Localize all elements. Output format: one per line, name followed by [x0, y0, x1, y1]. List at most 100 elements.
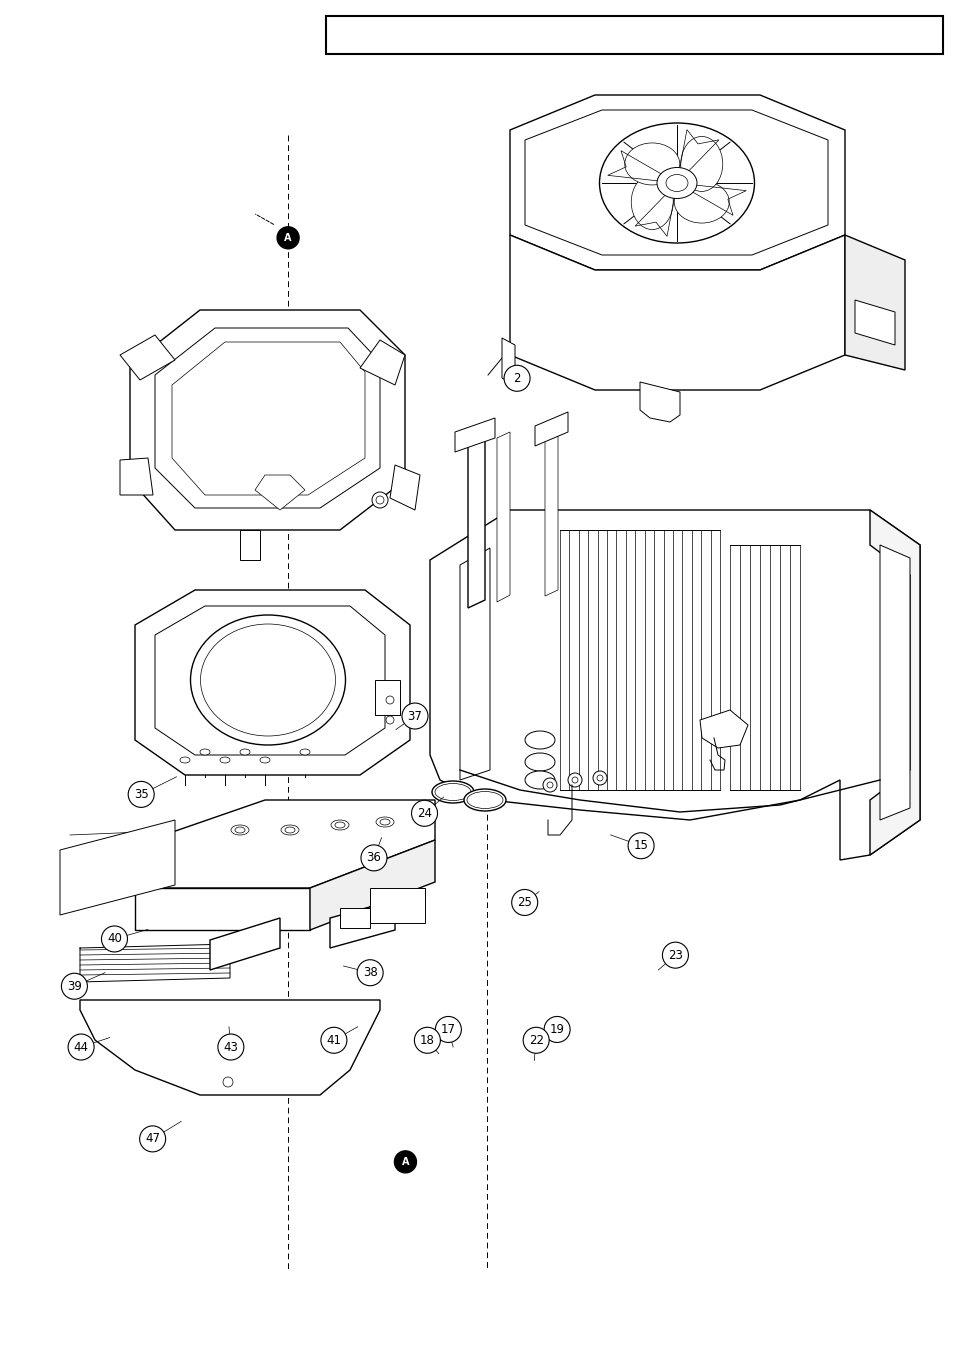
- Text: 41: 41: [326, 1034, 341, 1047]
- Polygon shape: [390, 465, 419, 509]
- Text: 18: 18: [419, 1034, 435, 1047]
- Circle shape: [411, 800, 437, 827]
- Text: 23: 23: [667, 948, 682, 962]
- Text: 25: 25: [517, 896, 532, 909]
- Polygon shape: [535, 412, 567, 446]
- Polygon shape: [210, 917, 280, 970]
- Polygon shape: [80, 1000, 379, 1096]
- Text: 35: 35: [133, 788, 149, 801]
- Circle shape: [128, 781, 154, 808]
- Text: A: A: [401, 1156, 409, 1167]
- Ellipse shape: [335, 821, 345, 828]
- Circle shape: [375, 496, 384, 504]
- Ellipse shape: [375, 817, 394, 827]
- Polygon shape: [135, 800, 435, 888]
- Circle shape: [661, 942, 688, 969]
- Bar: [375, 680, 399, 715]
- Ellipse shape: [260, 757, 270, 763]
- Ellipse shape: [631, 174, 673, 230]
- Text: 17: 17: [440, 1023, 456, 1036]
- Polygon shape: [135, 888, 310, 929]
- Circle shape: [522, 1027, 549, 1054]
- Ellipse shape: [200, 748, 210, 755]
- Polygon shape: [240, 530, 260, 561]
- Text: 37: 37: [407, 709, 422, 723]
- Circle shape: [217, 1034, 244, 1061]
- Polygon shape: [330, 900, 395, 948]
- Circle shape: [401, 703, 428, 730]
- Polygon shape: [844, 235, 904, 370]
- Ellipse shape: [467, 792, 502, 808]
- Ellipse shape: [285, 827, 294, 834]
- Polygon shape: [524, 109, 827, 255]
- Ellipse shape: [200, 624, 335, 736]
- Polygon shape: [135, 590, 410, 775]
- Circle shape: [543, 1016, 570, 1043]
- Polygon shape: [455, 417, 495, 453]
- Circle shape: [276, 227, 299, 249]
- Circle shape: [320, 1027, 347, 1054]
- Ellipse shape: [674, 181, 728, 223]
- Polygon shape: [468, 432, 484, 608]
- Polygon shape: [510, 95, 844, 270]
- Polygon shape: [154, 328, 379, 508]
- Circle shape: [435, 1016, 461, 1043]
- Text: 43: 43: [223, 1040, 238, 1054]
- Polygon shape: [120, 335, 174, 380]
- Polygon shape: [359, 340, 405, 385]
- Circle shape: [593, 771, 606, 785]
- Circle shape: [386, 716, 394, 724]
- Ellipse shape: [463, 789, 505, 811]
- Ellipse shape: [180, 757, 190, 763]
- Ellipse shape: [524, 771, 555, 789]
- Polygon shape: [510, 235, 844, 390]
- Ellipse shape: [234, 827, 245, 834]
- Text: A: A: [284, 232, 292, 243]
- Circle shape: [394, 1151, 416, 1173]
- Text: 44: 44: [73, 1040, 89, 1054]
- Text: 15: 15: [633, 839, 648, 852]
- Bar: [339, 908, 370, 928]
- Text: 47: 47: [145, 1132, 160, 1146]
- Circle shape: [386, 696, 394, 704]
- Ellipse shape: [220, 757, 230, 763]
- Circle shape: [503, 365, 530, 392]
- Ellipse shape: [240, 748, 250, 755]
- Circle shape: [360, 844, 387, 871]
- Circle shape: [627, 832, 654, 859]
- Ellipse shape: [524, 753, 555, 771]
- Polygon shape: [879, 544, 909, 820]
- Text: 19: 19: [549, 1023, 564, 1036]
- Ellipse shape: [598, 123, 754, 243]
- Polygon shape: [497, 432, 510, 603]
- Circle shape: [546, 782, 553, 788]
- Circle shape: [101, 925, 128, 952]
- Text: 36: 36: [366, 851, 381, 865]
- Circle shape: [356, 959, 383, 986]
- Circle shape: [61, 973, 88, 1000]
- Polygon shape: [869, 509, 919, 855]
- Ellipse shape: [331, 820, 349, 830]
- Ellipse shape: [624, 143, 679, 185]
- Polygon shape: [60, 820, 174, 915]
- Ellipse shape: [299, 748, 310, 755]
- Ellipse shape: [524, 731, 555, 748]
- Text: 38: 38: [362, 966, 377, 979]
- Ellipse shape: [665, 174, 687, 192]
- Polygon shape: [700, 711, 747, 748]
- Circle shape: [68, 1034, 94, 1061]
- Polygon shape: [120, 458, 152, 494]
- Polygon shape: [639, 382, 679, 422]
- Ellipse shape: [657, 168, 697, 199]
- Circle shape: [572, 777, 578, 784]
- Circle shape: [567, 773, 581, 788]
- Circle shape: [542, 778, 557, 792]
- Circle shape: [372, 492, 388, 508]
- Ellipse shape: [680, 136, 722, 192]
- Ellipse shape: [281, 825, 298, 835]
- Polygon shape: [310, 840, 435, 929]
- Bar: [370, 888, 424, 923]
- Polygon shape: [430, 509, 919, 861]
- Polygon shape: [459, 549, 490, 780]
- Circle shape: [597, 775, 602, 781]
